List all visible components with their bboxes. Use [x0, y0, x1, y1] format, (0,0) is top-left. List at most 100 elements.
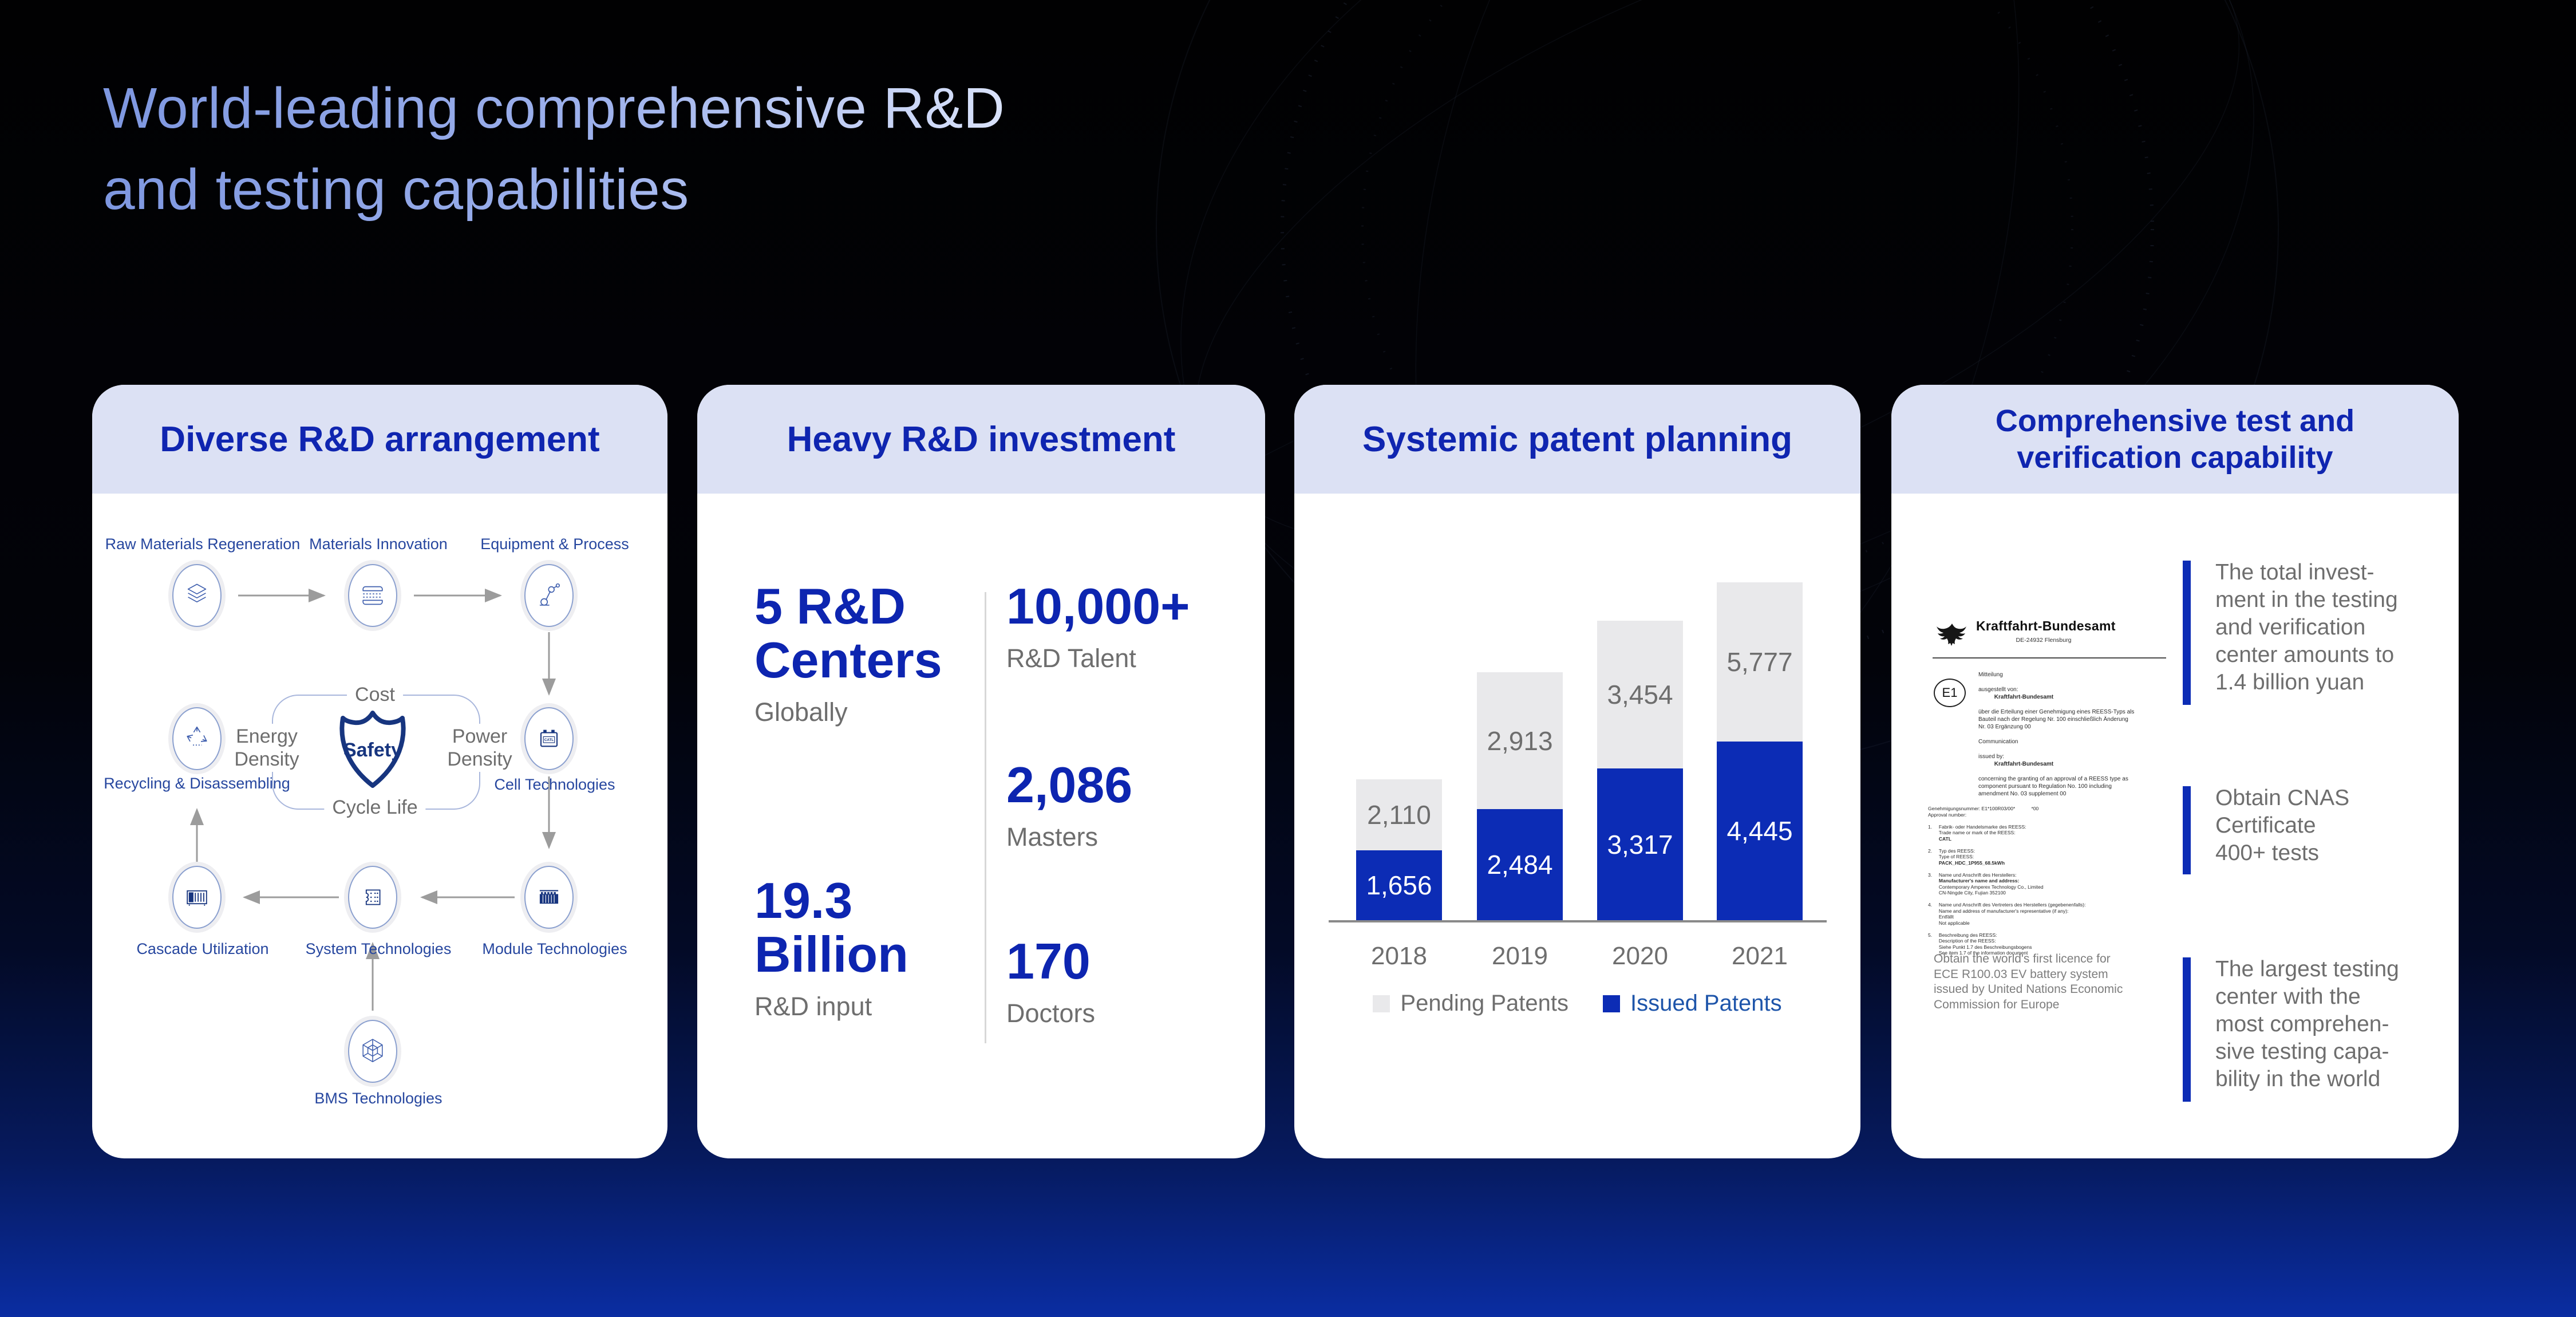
certificate-line: component pursuant to Regulation No. 100…: [1978, 783, 2112, 790]
card-heavy-rnd-investment: Heavy R&D investment 5 R&D Centers Globa…: [697, 385, 1265, 1158]
certificate-line: Genehmigungsnummer: E1*100R03/00* *00: [1928, 806, 2039, 811]
stat-label: Globally: [754, 697, 848, 727]
stat-value: 19.3 Billion: [754, 872, 908, 983]
label-cell-technologies: Cell Technologies: [494, 776, 615, 793]
shield-safety-text: Safety: [343, 739, 402, 761]
certificate-line: Approval number:: [1928, 811, 1967, 818]
label-equipment-process: Equipment & Process: [480, 535, 629, 553]
battery-module-icon: [524, 866, 574, 929]
certificate-line: Trade name or mark of the REESS:: [1928, 830, 2016, 835]
node-bms-technologies: [344, 1016, 401, 1087]
certificate-rule: [1933, 657, 2166, 658]
cube-icon: [348, 1020, 397, 1083]
certificate-caption: Obtain the world's first licence for ECE…: [1934, 952, 2123, 1011]
certificate-line: [1978, 679, 2173, 686]
certificate-line: 2. Typ des REESS:: [1928, 847, 1976, 854]
stacked-bar-2021: 5,777 4,445: [1717, 582, 1803, 920]
highlight-investment: The total invest- ment in the testing an…: [2215, 560, 2398, 695]
legend-swatch: [1602, 995, 1620, 1012]
label-raw-materials-regeneration: Raw Materials Regeneration: [105, 535, 301, 553]
highlight-largest-center: The largest testing center with the most…: [2215, 957, 2399, 1091]
certificate-line: 3. Name und Anschrift des Herstellers:: [1928, 872, 2017, 878]
year-label: 2018: [1371, 942, 1427, 970]
pending-segment: 3,454: [1597, 621, 1683, 768]
certificate-line: Bauteil nach der Regelung Nr. 100 einsch…: [1978, 716, 2128, 723]
card-header-testing: Comprehensive test and verification capa…: [1891, 385, 2459, 494]
certificate-line: CN-Ningde City, Fujian 352100: [1928, 890, 2006, 896]
label-bms-technologies: BMS Technologies: [314, 1090, 442, 1107]
patents-chart: 2,110 1,656 2,913 2,484 3,454 3,317 5,777 4,445…: [1294, 494, 1860, 1158]
highlight-cnas: Obtain CNAS Certificate 400+ tests: [2215, 786, 2350, 865]
certificate-line: concerning the granting of an approval o…: [1978, 776, 2128, 782]
certificate-line: See item 1.7 of the information document: [1928, 950, 2028, 956]
node-equipment-process: [520, 560, 578, 631]
node-system-technologies: [344, 862, 401, 933]
stacked-bar-2018: 2,110 1,656: [1356, 779, 1442, 920]
stat-value: 2,086: [1006, 756, 1133, 813]
year-label: 2019: [1492, 942, 1548, 970]
battery-cell-icon: CATL: [524, 707, 574, 770]
stat-masters: 2,086 Masters: [1006, 758, 1132, 852]
card-title: Comprehensive test and verification capa…: [1995, 404, 2355, 475]
certificate-line: [1928, 866, 2175, 872]
layers-icon: [172, 564, 222, 627]
issued-segment: 2,484: [1477, 809, 1563, 920]
certificate-line: [1978, 701, 2173, 708]
certificate-line: PACK_HDC_1P955_68.5kWh: [1928, 859, 2005, 866]
stat-rnd-input: 19.3 Billion R&D input: [754, 874, 908, 1022]
issued-segment: 4,445: [1717, 742, 1803, 920]
stat-label: R&D Talent: [1006, 644, 1136, 673]
stat-value: 5 R&D Centers: [754, 578, 942, 688]
chart-x-axis: [1329, 920, 1827, 922]
certificate-line: amendment No. 03 supplement 00: [1978, 791, 2067, 797]
card-test-verification: Comprehensive test and verification capa…: [1891, 385, 2459, 1158]
highlight-accent-bar: [2183, 561, 2191, 705]
highlight-accent-bar: [2183, 957, 2191, 1102]
issued-segment: 3,317: [1597, 768, 1683, 920]
legend-label: Issued Patents: [1630, 991, 1782, 1016]
certificate-intro-lines: Mitteilung ausgestellt von: Kraftfahrt-B…: [1978, 671, 2173, 798]
certificate-line: Entfällt: [1928, 914, 1954, 920]
material-layers-icon: [348, 564, 397, 627]
card-title: Diverse R&D arrangement: [160, 419, 600, 459]
certificate-line: Contemporary Amperex Technology Co., Lim…: [1928, 884, 2044, 890]
card-systemic-patent-planning: Systemic patent planning 2,110 1,656 2,913…: [1294, 385, 1860, 1158]
legend-item-issued-patents: Issued Patents: [1602, 991, 1782, 1016]
certificate-line: 5. Beschreibung des REESS:: [1928, 932, 1997, 938]
year-label: 2020: [1612, 942, 1668, 970]
certificate-line: 1. Fabrik- oder Handelsmarke des REESS:: [1928, 823, 2026, 830]
certificate-line: issued by:: [1978, 754, 2005, 760]
certificate-line: [1978, 768, 2173, 775]
node-cascade-utilization: [168, 862, 226, 933]
certificate-body-lines: Genehmigungsnummer: E1*100R03/00* *00 App…: [1928, 806, 2175, 956]
radar-label-power-density: Power Density: [439, 724, 520, 772]
stat-doctors: 170 Doctors: [1006, 934, 1095, 1028]
robot-arm-icon: [524, 564, 574, 627]
certificate-line: [1928, 818, 2175, 824]
node-cell-technologies: CATL: [520, 703, 578, 774]
federal-eagle-icon: [1937, 624, 1966, 646]
label-materials-innovation: Materials Innovation: [309, 535, 448, 553]
certificate-line: [1978, 731, 2173, 738]
stat-value: 170: [1006, 933, 1091, 989]
highlight-accent-bar: [2183, 786, 2191, 874]
label-cascade-utilization: Cascade Utilization: [136, 940, 269, 957]
stat-label: Masters: [1006, 822, 1099, 851]
legend-label: Pending Patents: [1400, 991, 1568, 1016]
certificate-line: Name and address of manufacturer's repre…: [1928, 908, 2069, 914]
card-title: Heavy R&D investment: [787, 419, 1176, 459]
certificate-subtitle: DE-24932 Flensburg: [2016, 637, 2072, 644]
battery-system-icon: [348, 866, 397, 929]
certificate-line: Kraftfahrt-Bundesamt: [1978, 761, 2054, 767]
node-recycling: [168, 703, 226, 774]
certificate-line: Communication: [1978, 739, 2018, 745]
radar-label-cost: Cost: [347, 682, 403, 707]
safety-shield-icon: Safety: [339, 711, 406, 788]
stacked-bar-2020: 3,454 3,317: [1597, 621, 1683, 920]
certificate-line: [1928, 842, 2175, 848]
certificate-line: Kraftfahrt-Bundesamt: [1978, 694, 2054, 700]
label-module-technologies: Module Technologies: [482, 940, 627, 957]
stat-rnd-talent: 10,000+ R&D Talent: [1006, 579, 1190, 673]
stat-value: 10,000+: [1006, 578, 1190, 634]
